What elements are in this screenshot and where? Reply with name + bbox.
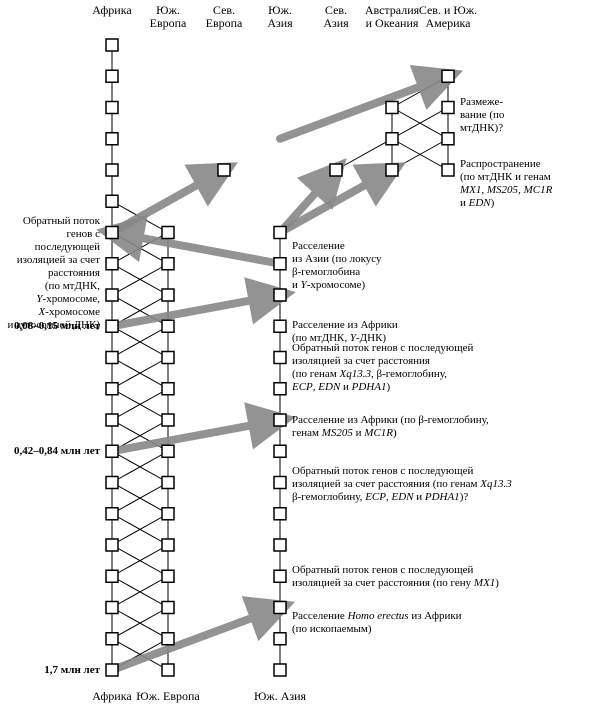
time-marker: 0,08–0,15 млн лет	[2, 320, 100, 332]
lattice-node	[106, 133, 118, 145]
diagram-stage: АфрикаЮж.ЕвропаСев.ЕвропаЮж.АзияСев.Азия…	[0, 0, 609, 707]
lattice-node	[106, 602, 118, 614]
lattice-node	[162, 289, 174, 301]
lattice-node	[106, 164, 118, 176]
lattice-node	[442, 102, 454, 114]
annotation-right: Распространение(по мтДНК и генамMX1, MS2…	[460, 158, 605, 210]
lattice-node	[106, 195, 118, 207]
lattice-node	[386, 164, 398, 176]
lattice-node	[106, 320, 118, 332]
lattice-node	[106, 414, 118, 426]
lattice-node	[106, 227, 118, 239]
annotation-left: Обратный потокгенов с последующейизоляци…	[2, 215, 100, 332]
lattice-node	[106, 383, 118, 395]
column-header: Сев.Азия	[306, 4, 366, 30]
lattice-node	[274, 508, 286, 520]
lattice-node	[274, 383, 286, 395]
lattice-node	[106, 102, 118, 114]
annotation-right: Размеже-вание (помтДНК)?	[460, 96, 605, 135]
time-marker: 0,42–0,84 млн лет	[2, 445, 100, 457]
lattice-node	[106, 70, 118, 82]
lattice-node	[274, 633, 286, 645]
lattice-node	[274, 445, 286, 457]
lattice-node	[330, 164, 342, 176]
lattice-node	[274, 352, 286, 364]
lattice-node	[106, 570, 118, 582]
lattice-node	[274, 414, 286, 426]
annotation-right: Расселение Homo erectus из Африки(по иск…	[292, 610, 605, 636]
lattice-node	[106, 477, 118, 489]
lattice-node	[274, 320, 286, 332]
annotation-right: Обратный поток генов с последующейизоляц…	[292, 564, 605, 590]
annotation-right: Расселениеиз Азии (по локусуβ-гемоглобин…	[292, 240, 605, 292]
lattice-node	[162, 352, 174, 364]
column-header: Сев.Европа	[194, 4, 254, 30]
lattice-node	[106, 289, 118, 301]
annotation-right: Обратный поток генов с последующейизоляц…	[292, 465, 605, 504]
lattice-node	[274, 289, 286, 301]
column-header: Сев. и Юж.Америка	[418, 4, 478, 30]
lattice-node	[274, 227, 286, 239]
column-footer: Юж. Азия	[240, 690, 320, 703]
column-header: Австралияи Океания	[362, 4, 422, 30]
column-header: Юж.Азия	[250, 4, 310, 30]
lattice-node	[162, 258, 174, 270]
lattice-node	[106, 664, 118, 676]
lattice-node	[274, 477, 286, 489]
lattice-node	[162, 445, 174, 457]
lattice-node	[218, 164, 230, 176]
lattice-node	[274, 664, 286, 676]
lattice-node	[106, 445, 118, 457]
lattice-node	[162, 602, 174, 614]
lattice-node	[106, 352, 118, 364]
lattice-node	[442, 70, 454, 82]
lattice-node	[162, 477, 174, 489]
annotation-right: Обратный поток генов с последующейизоляц…	[292, 342, 605, 394]
lattice-node	[106, 633, 118, 645]
column-header: Африка	[82, 4, 142, 17]
lattice-node	[274, 258, 286, 270]
lattice-node	[162, 320, 174, 332]
column-footer: Юж. Европа	[128, 690, 208, 703]
lattice-node	[162, 664, 174, 676]
lattice-node	[162, 570, 174, 582]
lattice-node	[162, 227, 174, 239]
lattice-node	[442, 164, 454, 176]
annotation-right: Расселение из Африки (по β-гемоглобину,г…	[292, 414, 605, 440]
lattice-node	[274, 570, 286, 582]
lattice-node	[106, 539, 118, 551]
lattice-node	[106, 258, 118, 270]
lattice-node	[106, 39, 118, 51]
lattice-node	[162, 414, 174, 426]
lattice-node	[274, 602, 286, 614]
lattice-node	[162, 383, 174, 395]
lattice-node	[386, 133, 398, 145]
lattice-node	[106, 508, 118, 520]
column-header: Юж.Европа	[138, 4, 198, 30]
lattice-node	[442, 133, 454, 145]
lattice-node	[274, 539, 286, 551]
lattice-node	[162, 539, 174, 551]
time-marker: 1,7 млн лет	[2, 664, 100, 676]
lattice-node	[162, 508, 174, 520]
lattice-node	[162, 633, 174, 645]
lattice-node	[386, 102, 398, 114]
